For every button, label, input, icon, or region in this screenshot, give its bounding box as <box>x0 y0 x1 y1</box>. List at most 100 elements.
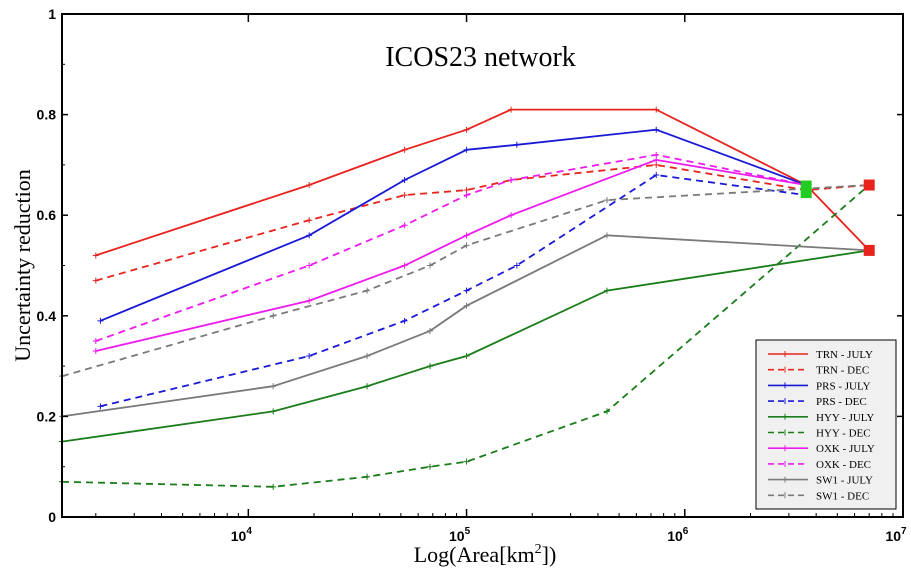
legend-label: OXK - DEC <box>816 459 871 471</box>
y-tick-label: 0.4 <box>37 308 57 324</box>
data-point <box>97 317 104 324</box>
data-point <box>508 176 515 183</box>
data-point <box>463 287 470 294</box>
legend-label: OXK - JULY <box>816 443 875 455</box>
data-point <box>306 262 313 269</box>
data-point <box>306 182 313 189</box>
data-point <box>463 232 470 239</box>
data-point <box>463 302 470 309</box>
data-point <box>463 126 470 133</box>
data-point <box>653 156 660 163</box>
data-point <box>653 171 660 178</box>
x-axis-title: Log(Area[km2]) <box>414 542 557 567</box>
series-line-6 <box>95 158 807 352</box>
data-point <box>364 353 371 360</box>
data-point <box>463 242 470 249</box>
square-marker <box>863 179 875 191</box>
data-point <box>270 408 277 415</box>
x-tick-base: 10 <box>449 528 465 544</box>
legend-box <box>755 339 897 510</box>
series-line-7 <box>95 153 807 342</box>
x-axis-title-end: ]) <box>542 542 557 567</box>
data-point <box>92 348 99 355</box>
x-tick-label: 104 <box>231 526 253 544</box>
legend-label: HYY - JULY <box>816 412 874 424</box>
data-point <box>513 262 520 269</box>
data-point <box>401 222 408 229</box>
data-point <box>463 353 470 360</box>
data-point <box>270 383 277 390</box>
data-point <box>427 363 434 370</box>
data-point <box>653 106 660 113</box>
data-point <box>364 473 371 480</box>
x-tick-exponent: 7 <box>901 526 907 537</box>
data-point <box>401 317 408 324</box>
series-line-3 <box>100 174 807 408</box>
data-point <box>463 146 470 153</box>
data-point <box>508 106 515 113</box>
series-line-1 <box>95 163 870 282</box>
data-point <box>653 151 660 158</box>
y-axis-title: Uncertainty reduction <box>10 169 35 361</box>
data-point <box>603 408 610 415</box>
series-line-2 <box>100 128 807 322</box>
x-axis-title-main: Log(Area[km <box>414 542 535 567</box>
data-point <box>603 197 610 204</box>
data-point <box>306 217 313 224</box>
y-tick-label: 0 <box>48 509 56 525</box>
y-tick-label: 0.8 <box>37 107 57 123</box>
legend-label: PRS - DEC <box>816 396 867 408</box>
data-point <box>463 187 470 194</box>
data-point <box>603 232 610 239</box>
data-point <box>92 277 99 284</box>
x-tick-label: 107 <box>885 526 907 544</box>
data-point <box>401 262 408 269</box>
x-tick-exponent: 4 <box>246 526 252 537</box>
x-axis-title-superscript: 2 <box>535 542 542 557</box>
data-point <box>270 483 277 490</box>
y-tick-label: 0.6 <box>37 207 57 223</box>
x-tick-base: 10 <box>667 528 683 544</box>
series-line-9 <box>61 184 870 378</box>
series-line-8 <box>61 234 870 418</box>
data-point <box>92 252 99 259</box>
legend-label: HYY - DEC <box>816 428 871 440</box>
data-point <box>401 176 408 183</box>
marker-layer <box>800 179 875 256</box>
square-marker <box>800 187 812 199</box>
x-tick-base: 10 <box>231 528 247 544</box>
data-point <box>427 327 434 334</box>
x-tick-exponent: 6 <box>683 526 689 537</box>
data-point <box>508 212 515 219</box>
x-tick-base: 10 <box>885 528 901 544</box>
data-point <box>427 463 434 470</box>
data-point <box>513 141 520 148</box>
data-point <box>463 458 470 465</box>
data-point <box>270 312 277 319</box>
legend-label: TRN - JULY <box>816 349 873 361</box>
legend-label: TRN - DEC <box>816 365 869 377</box>
y-tick-label: 0.2 <box>37 408 57 424</box>
series-layer <box>59 106 873 490</box>
legend: TRN - JULY TRN - DEC PRS - JULY PRS - DEC HY… <box>755 339 897 510</box>
data-point <box>97 403 104 410</box>
series-line-5 <box>61 184 870 488</box>
data-point <box>653 161 660 168</box>
x-tick-label: 106 <box>667 526 689 544</box>
square-marker <box>800 180 812 192</box>
data-point <box>306 297 313 304</box>
data-point <box>92 337 99 344</box>
square-marker <box>863 244 875 256</box>
series-line-4 <box>61 249 870 443</box>
data-point <box>427 262 434 269</box>
data-point <box>306 232 313 239</box>
data-point <box>306 353 313 360</box>
data-point <box>364 287 371 294</box>
data-point <box>603 287 610 294</box>
series-line-0 <box>95 108 870 257</box>
legend-label: SW1 - DEC <box>816 490 869 502</box>
data-point <box>463 192 470 199</box>
data-point <box>653 126 660 133</box>
